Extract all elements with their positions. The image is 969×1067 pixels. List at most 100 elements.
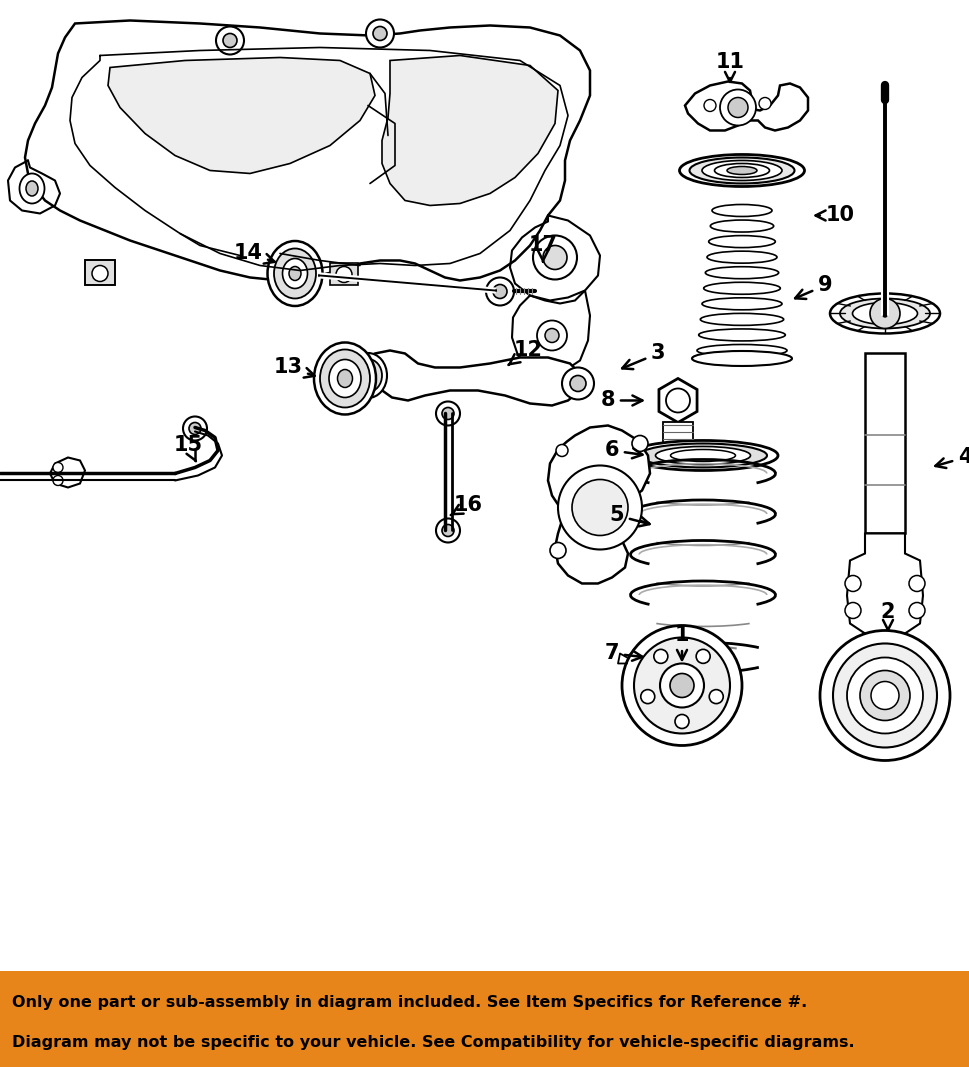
Text: 16: 16 [451, 495, 483, 515]
Circle shape [622, 625, 742, 746]
Bar [663, 423, 693, 445]
FancyBboxPatch shape [0, 971, 969, 1067]
Ellipse shape [329, 360, 361, 398]
Circle shape [336, 267, 352, 283]
Circle shape [276, 269, 292, 285]
Text: 6: 6 [605, 441, 642, 461]
Circle shape [550, 542, 566, 558]
Text: 8: 8 [601, 391, 642, 411]
Polygon shape [847, 534, 923, 634]
Text: 10: 10 [816, 206, 855, 225]
Ellipse shape [337, 369, 353, 387]
Ellipse shape [19, 174, 45, 204]
Circle shape [660, 664, 704, 707]
Ellipse shape [274, 249, 316, 299]
Ellipse shape [710, 220, 773, 232]
Ellipse shape [692, 351, 792, 366]
Polygon shape [659, 379, 697, 423]
Polygon shape [50, 458, 85, 488]
Polygon shape [108, 58, 375, 174]
Circle shape [654, 650, 668, 664]
Circle shape [53, 476, 63, 485]
Text: 13: 13 [273, 357, 315, 378]
Circle shape [183, 416, 207, 441]
Ellipse shape [727, 166, 757, 175]
Circle shape [704, 99, 716, 111]
Circle shape [759, 97, 771, 110]
Ellipse shape [699, 329, 785, 341]
Ellipse shape [707, 251, 777, 264]
Circle shape [533, 236, 577, 280]
Ellipse shape [679, 155, 804, 187]
Circle shape [545, 329, 559, 343]
Circle shape [845, 575, 861, 591]
Circle shape [909, 603, 925, 619]
Polygon shape [25, 20, 590, 281]
Circle shape [92, 266, 108, 282]
Text: 2: 2 [881, 603, 895, 630]
Text: 9: 9 [796, 275, 832, 299]
Circle shape [634, 637, 730, 733]
Circle shape [537, 320, 567, 350]
Circle shape [666, 388, 690, 413]
Bar [85, 260, 115, 286]
Circle shape [493, 285, 507, 299]
Ellipse shape [354, 359, 382, 392]
Ellipse shape [714, 163, 769, 177]
Circle shape [820, 631, 950, 761]
Ellipse shape [26, 181, 38, 196]
Circle shape [675, 715, 689, 729]
Circle shape [373, 27, 387, 41]
Circle shape [556, 445, 568, 457]
Circle shape [572, 479, 628, 536]
Text: 14: 14 [234, 243, 274, 264]
Ellipse shape [320, 350, 370, 408]
Ellipse shape [853, 302, 918, 324]
Circle shape [641, 689, 655, 703]
Circle shape [833, 643, 937, 748]
Text: 17: 17 [528, 236, 557, 261]
Ellipse shape [361, 366, 375, 384]
Polygon shape [512, 290, 590, 373]
Text: 5: 5 [610, 506, 649, 526]
Circle shape [860, 670, 910, 720]
Bar [270, 266, 298, 287]
Circle shape [909, 575, 925, 591]
Circle shape [436, 401, 460, 426]
Circle shape [845, 603, 861, 619]
Ellipse shape [703, 283, 780, 294]
Ellipse shape [830, 293, 940, 334]
Circle shape [847, 657, 923, 733]
Ellipse shape [705, 267, 779, 278]
Circle shape [871, 682, 899, 710]
Circle shape [189, 423, 201, 434]
Ellipse shape [708, 236, 775, 248]
Bar [330, 264, 358, 286]
Circle shape [543, 245, 567, 270]
Circle shape [632, 435, 648, 451]
Ellipse shape [289, 267, 301, 281]
Text: 7: 7 [605, 643, 642, 664]
Circle shape [223, 33, 237, 48]
Polygon shape [685, 81, 808, 130]
Text: 4: 4 [935, 447, 969, 468]
Text: Diagram may not be specific to your vehicle. See Compatibility for vehicle-speci: Diagram may not be specific to your vehi… [12, 1035, 855, 1051]
Ellipse shape [655, 446, 751, 464]
Ellipse shape [702, 298, 782, 309]
Circle shape [728, 97, 748, 117]
Circle shape [442, 408, 454, 419]
Ellipse shape [840, 299, 930, 329]
Circle shape [696, 650, 710, 664]
Ellipse shape [314, 343, 376, 414]
Circle shape [670, 673, 694, 698]
Circle shape [558, 465, 642, 550]
Circle shape [442, 525, 454, 537]
Circle shape [570, 376, 586, 392]
Polygon shape [382, 55, 558, 206]
Ellipse shape [690, 158, 795, 184]
Circle shape [870, 299, 900, 329]
Circle shape [436, 519, 460, 542]
Circle shape [720, 90, 756, 126]
Ellipse shape [628, 441, 778, 471]
Text: 12: 12 [509, 340, 543, 365]
